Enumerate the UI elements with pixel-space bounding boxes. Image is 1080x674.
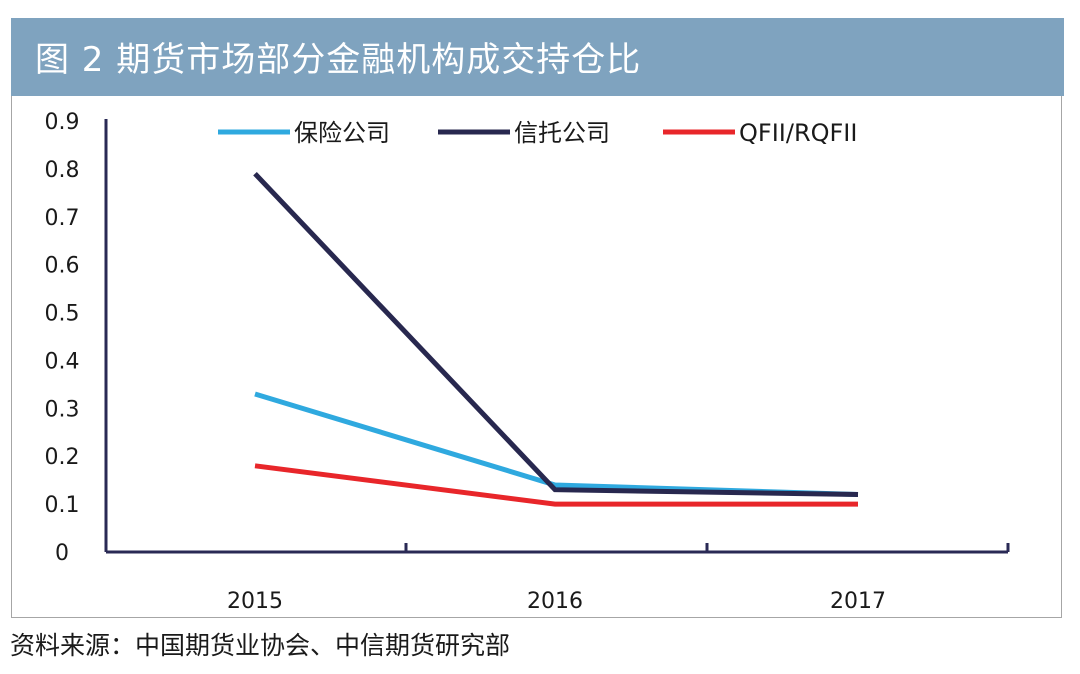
legend-label-1: 保险公司 [294,119,390,147]
y-tick-label: 0.5 [45,302,80,327]
source-note: 资料来源：中国期货业协会、中信期货研究部 [10,631,511,660]
x-tick-label: 2016 [527,589,583,614]
x-tick-label: 2017 [830,589,886,614]
chart-frame [11,96,1062,618]
chart-title: 图 2 期货市场部分金融机构成交持仓比 [35,40,642,80]
y-tick-label: 0.9 [45,110,80,135]
legend-label-3: QFII/RQFII [739,119,857,147]
y-tick-label: 0.6 [45,254,80,279]
y-tick-label: 0.8 [45,158,80,183]
x-tick-label: 2015 [227,589,283,614]
chart-title-bar: 图 2 期货市场部分金融机构成交持仓比 [11,18,1064,96]
series-line-3 [254,463,858,507]
series-line-2 [253,171,859,497]
y-tick-label: 0.7 [45,206,80,231]
y-tick-label: 0.2 [45,445,80,470]
y-tick-label: 0.1 [45,493,80,518]
y-tick-label: 0 [55,541,69,566]
y-tick-label: 0.4 [45,349,80,374]
legend-label-2: 信托公司 [514,119,610,147]
y-tick-label: 0.3 [45,397,80,422]
